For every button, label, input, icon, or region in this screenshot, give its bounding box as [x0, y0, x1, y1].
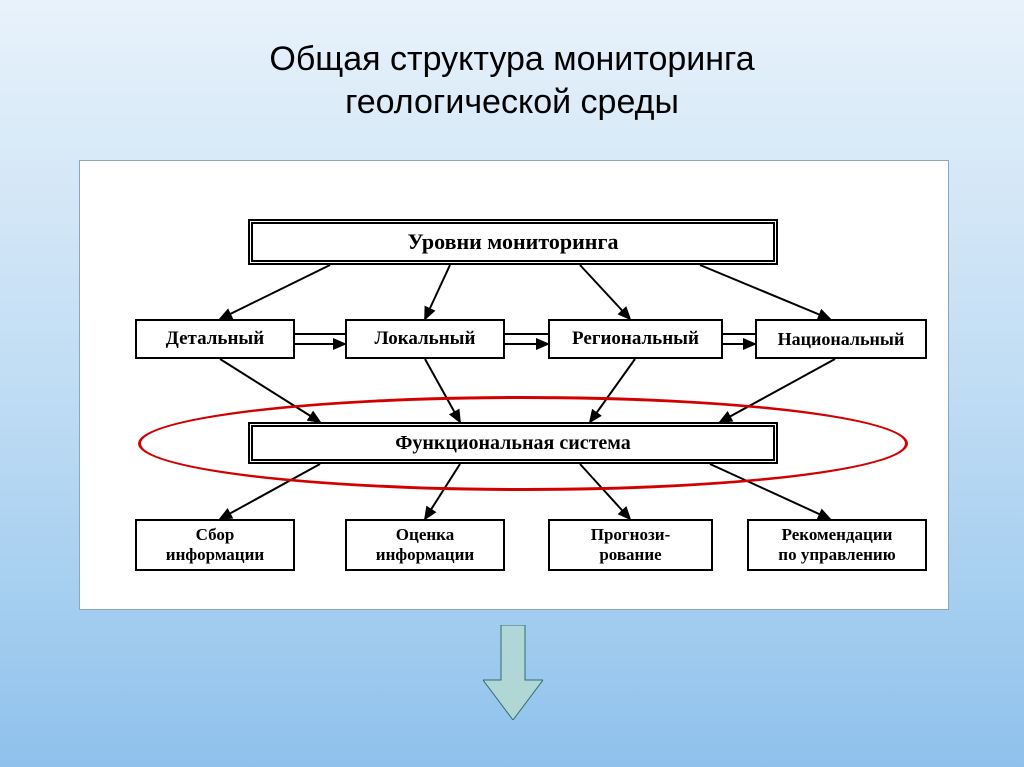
flowchart: Уровни мониторинга Детальный Локальный Реги…: [80, 161, 950, 611]
node-out1: Сборинформации: [135, 519, 295, 571]
node-out4: Рекомендациипо управлению: [747, 519, 927, 571]
node-lvl2-label: Локальный: [351, 328, 499, 350]
slide-title: Общая структура мониторинга геологическо…: [0, 0, 1024, 123]
node-out2: Оценкаинформации: [345, 519, 505, 571]
node-out4-label: Рекомендациипо управлению: [753, 525, 921, 564]
down-arrow-icon: [483, 625, 543, 720]
node-out3: Прогнози-рование: [548, 519, 713, 571]
node-out1-label: Сборинформации: [141, 525, 289, 564]
node-out2-label: Оценкаинформации: [351, 525, 499, 564]
node-out3-label: Прогнози-рование: [554, 525, 707, 564]
node-lvl1: Детальный: [135, 319, 295, 359]
node-lvl2: Локальный: [345, 319, 505, 359]
node-top-label: Уровни мониторинга: [257, 229, 769, 254]
node-lvl3-label: Региональный: [554, 328, 717, 350]
node-lvl4-label: Национальный: [761, 329, 921, 350]
node-lvl3: Региональный: [548, 319, 723, 359]
title-line-1: Общая структура мониторинга: [269, 40, 754, 78]
node-mid-label: Функциональная система: [257, 432, 769, 455]
node-lvl4: Национальный: [755, 319, 927, 359]
node-top: Уровни мониторинга: [248, 219, 778, 265]
node-mid: Функциональная система: [248, 422, 778, 464]
diagram-panel: Уровни мониторинга Детальный Локальный Реги…: [79, 160, 949, 610]
title-line-2: геологической среды: [345, 83, 679, 121]
node-lvl1-label: Детальный: [141, 328, 289, 350]
